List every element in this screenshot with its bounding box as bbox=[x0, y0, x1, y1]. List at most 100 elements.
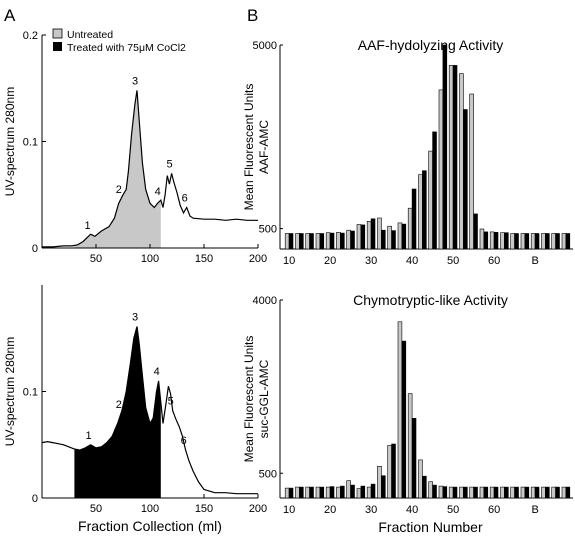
y-axis-label-line1: Mean Fluorescent Units bbox=[242, 84, 256, 211]
bar-treated bbox=[514, 486, 519, 499]
bar-untreated bbox=[387, 445, 392, 499]
bar-treated bbox=[463, 486, 468, 499]
bar-untreated bbox=[520, 486, 526, 499]
bar-treated bbox=[329, 486, 335, 499]
y-tick-label: 0 bbox=[32, 493, 38, 505]
bar-untreated bbox=[377, 465, 382, 499]
bar-untreated bbox=[469, 93, 474, 250]
legend-label-treated: Treated with 75μM CoCl2 bbox=[67, 42, 186, 54]
bar-treated bbox=[463, 109, 468, 250]
chart-a-bottom: 0 0.1 50 100 150 200 1 2 3 4 5 6 UV-spectrum 280nm Fr… bbox=[3, 285, 267, 534]
bar-treated bbox=[401, 223, 407, 250]
bar-treated bbox=[524, 486, 530, 499]
legend-label-untreated: Untreated bbox=[67, 29, 113, 41]
bar-untreated bbox=[448, 65, 454, 250]
peak-label: 1 bbox=[86, 430, 92, 442]
bar-treated bbox=[288, 233, 294, 250]
bar-untreated bbox=[479, 486, 485, 499]
bar-treated bbox=[411, 188, 417, 250]
x-tick-label: 150 bbox=[195, 253, 213, 265]
bar-untreated bbox=[530, 233, 536, 250]
bar-treated bbox=[360, 224, 366, 250]
bar-treated bbox=[493, 486, 499, 499]
bar-treated bbox=[545, 233, 550, 250]
chart-title: AAF-hydolyzing Activity bbox=[358, 37, 504, 53]
bar-treated bbox=[555, 486, 560, 499]
x-tick-label: 60 bbox=[488, 504, 500, 516]
peak-label: 4 bbox=[154, 366, 160, 378]
x-tick-label: 20 bbox=[324, 504, 336, 516]
bar-untreated bbox=[448, 486, 454, 499]
bar-untreated bbox=[438, 89, 444, 250]
bar-treated bbox=[452, 65, 458, 250]
bar-treated bbox=[309, 486, 314, 499]
bar-untreated bbox=[418, 174, 423, 250]
bar-untreated bbox=[356, 488, 362, 499]
x-tick-label: B bbox=[531, 255, 538, 267]
legend-swatch-untreated bbox=[52, 28, 63, 39]
bar-treated bbox=[422, 475, 427, 499]
bar-treated bbox=[411, 417, 417, 499]
x-tick-label: 50 bbox=[447, 504, 459, 516]
y-tick-label: 500 bbox=[259, 468, 277, 480]
x-tick-label: 20 bbox=[324, 255, 336, 267]
bar-untreated bbox=[336, 232, 341, 250]
bar-treated bbox=[370, 218, 376, 250]
bar-treated bbox=[329, 232, 335, 250]
bar-treated bbox=[504, 486, 509, 499]
chart-b-top: 500 5000 10 20 30 40 50 60 B AAF-hydolyzing Activ… bbox=[242, 37, 573, 267]
bar-treated bbox=[493, 232, 499, 250]
y-tick-label: 0 bbox=[32, 243, 38, 255]
bar-untreated bbox=[561, 486, 567, 499]
bar-treated bbox=[340, 485, 345, 499]
trace-fill bbox=[74, 326, 161, 498]
trace-fill bbox=[74, 90, 161, 248]
bar-untreated bbox=[336, 486, 341, 499]
x-tick-label: 200 bbox=[249, 253, 267, 265]
bar-untreated bbox=[325, 232, 331, 250]
bar-treated bbox=[524, 233, 530, 250]
bar-treated bbox=[534, 486, 540, 499]
bar-untreated bbox=[284, 233, 290, 250]
bar-treated bbox=[483, 486, 489, 499]
y-tick-label: 500 bbox=[259, 224, 277, 236]
y-axis-label-line2: suc-GGL-AMC bbox=[257, 359, 271, 438]
x-tick-label: 30 bbox=[365, 255, 377, 267]
bar-untreated bbox=[489, 486, 495, 499]
bar-untreated bbox=[377, 217, 382, 250]
bar-treated bbox=[391, 230, 396, 250]
chart-title: Chymotryptic-like Activity bbox=[353, 292, 508, 308]
bar-treated bbox=[360, 485, 366, 499]
y-axis-label: UV-spectrum 280nm bbox=[3, 87, 17, 196]
bar-treated bbox=[432, 131, 437, 250]
bar-treated bbox=[432, 484, 437, 499]
x-tick-label: 50 bbox=[90, 503, 102, 515]
peak-label: 3 bbox=[132, 312, 138, 324]
bar-treated bbox=[442, 486, 448, 499]
bar-untreated bbox=[561, 233, 567, 250]
bar-untreated bbox=[541, 486, 546, 499]
bar-untreated bbox=[407, 207, 413, 250]
x-tick-label: 50 bbox=[90, 253, 102, 265]
x-tick-label: 100 bbox=[141, 253, 159, 265]
bar-treated bbox=[504, 232, 509, 250]
bar-treated bbox=[555, 233, 560, 250]
bar-treated bbox=[452, 486, 458, 499]
bar-untreated bbox=[428, 150, 433, 250]
x-tick-label: 10 bbox=[283, 504, 295, 516]
y-tick-label: 5000 bbox=[253, 40, 277, 52]
bar-treated bbox=[319, 233, 325, 250]
trace-line bbox=[42, 90, 258, 248]
bar-untreated bbox=[325, 486, 331, 499]
bar-untreated bbox=[305, 486, 310, 499]
x-tick-label: B bbox=[531, 504, 538, 516]
bar-untreated bbox=[407, 393, 413, 499]
bar-untreated bbox=[510, 486, 515, 499]
bar-untreated bbox=[459, 486, 464, 499]
panel-b-label: B bbox=[247, 6, 258, 25]
bar-treated bbox=[299, 233, 304, 250]
y-axis-label-line1: Mean Fluorescent Units bbox=[242, 336, 256, 463]
bar-untreated bbox=[397, 222, 403, 250]
bar-treated bbox=[442, 44, 448, 250]
x-axis-label: Fraction Collection (ml) bbox=[78, 518, 222, 534]
